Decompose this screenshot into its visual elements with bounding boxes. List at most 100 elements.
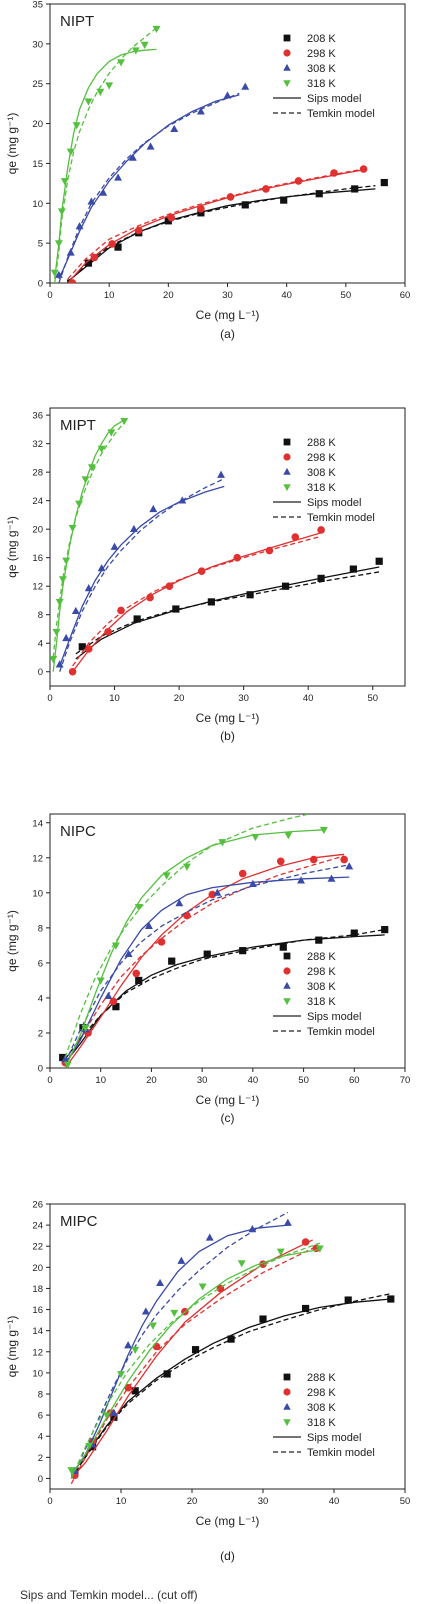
y-tick-label: 10: [32, 888, 43, 899]
data-point: [60, 178, 69, 186]
data-point: [262, 185, 270, 193]
data-point: [381, 926, 389, 934]
data-point: [96, 88, 105, 97]
data-point: [165, 582, 174, 591]
chart-panel-b: 0 10 20 30 40 50 0 4 8 12 16 20 24 28 32 36 Ce (mg L⁻¹) q…: [5, 407, 406, 743]
data-point: [162, 872, 171, 880]
data-point: [178, 496, 187, 504]
y-tick-label: 0: [38, 1064, 43, 1075]
data-point: [198, 1283, 207, 1291]
data-point: [62, 633, 71, 642]
data-point: [99, 188, 108, 196]
data-point: [71, 606, 80, 615]
x-tick-label: 0: [47, 1496, 52, 1507]
legend-label: 308 K: [307, 1402, 336, 1414]
data-point: [251, 833, 260, 842]
data-point: [301, 1238, 310, 1246]
data-point: [78, 643, 86, 651]
x-tick-label: 40: [329, 1496, 340, 1507]
data-point: [168, 957, 176, 965]
data-point: [309, 855, 318, 864]
sips-fit-line: [59, 485, 225, 667]
temkin-fit-line: [67, 185, 376, 283]
temkin-fit-line: [52, 421, 125, 658]
data-point: [226, 193, 235, 201]
data-point: [152, 1342, 161, 1351]
y-tick-label: 16: [32, 1305, 43, 1316]
legend-marker: [283, 63, 291, 71]
data-point: [156, 1278, 165, 1287]
data-point: [327, 874, 336, 882]
data-point: [131, 1387, 139, 1395]
temkin-fit-line: [64, 928, 385, 1060]
x-tick-label: 30: [222, 290, 233, 301]
sips-fit-line: [67, 188, 376, 282]
y-tick-label: 14: [32, 1326, 43, 1337]
legend-marker: [283, 484, 291, 492]
legend-label: Temkin model: [307, 1447, 375, 1459]
y-tick-label: 22: [32, 1242, 43, 1253]
sips-fit-line: [64, 853, 345, 1068]
legend-label: 318 K: [307, 996, 336, 1008]
y-tick-label: 16: [32, 553, 43, 564]
data-point: [117, 59, 125, 67]
legend-label: Temkin model: [307, 1026, 375, 1038]
data-point: [57, 208, 66, 216]
data-point: [302, 1304, 310, 1313]
y-tick-label: 35: [32, 0, 43, 11]
data-point: [68, 667, 77, 676]
data-point: [281, 582, 290, 590]
data-point: [72, 122, 81, 130]
data-point: [108, 240, 116, 248]
data-point: [172, 605, 180, 613]
panel-caption: (d): [220, 1549, 235, 1563]
panel-caption: (c): [221, 1111, 235, 1125]
legend-label: 308 K: [307, 467, 336, 479]
data-point: [134, 226, 143, 235]
legend-label: 208 K: [307, 33, 336, 45]
legend-marker: [283, 1402, 291, 1410]
plot-frame: [49, 407, 406, 687]
temkin-fit-line: [70, 1242, 321, 1479]
data-point: [110, 542, 119, 550]
y-tick-label: 20: [32, 1263, 43, 1274]
y-tick-label: 28: [32, 468, 43, 479]
legend-marker: [283, 967, 291, 975]
x-tick-label: 20: [146, 1075, 157, 1086]
y-axis-label: qe (mg g⁻¹): [5, 910, 19, 972]
data-point: [315, 936, 323, 944]
data-point: [197, 567, 206, 576]
data-point: [146, 142, 155, 150]
data-point: [117, 1371, 125, 1379]
y-tick-label: 24: [32, 1221, 43, 1232]
data-point: [129, 524, 138, 533]
y-tick-label: 10: [32, 1368, 43, 1379]
legend-marker: [283, 453, 291, 461]
data-point: [124, 949, 133, 958]
x-tick-label: 20: [174, 693, 185, 704]
y-tick-label: 5: [38, 239, 43, 250]
sips-fit-line: [70, 1239, 313, 1479]
data-point: [90, 253, 99, 262]
y-tick-label: 8: [38, 1390, 43, 1401]
temkin-fit-line: [64, 864, 350, 1063]
data-point: [85, 1442, 94, 1451]
legend-label: Temkin model: [307, 512, 375, 524]
data-point: [170, 124, 179, 133]
data-point: [344, 1296, 352, 1304]
data-point: [128, 153, 137, 161]
plot-frame: [49, 813, 406, 1069]
y-tick-label: 0: [38, 1474, 43, 1485]
data-point: [237, 1260, 246, 1268]
plot-content: [50, 25, 388, 283]
data-point: [191, 1346, 200, 1354]
bottom-caption-text: Sips and Temkin model... (cut off): [20, 1588, 198, 1602]
y-tick-label: 18: [32, 1284, 43, 1295]
y-tick-label: 2: [38, 1453, 43, 1464]
x-tick-label: 50: [341, 290, 352, 301]
data-point: [140, 41, 149, 49]
temkin-fit-line: [58, 92, 240, 283]
legend-label: Sips model: [307, 1432, 361, 1444]
y-tick-label: 12: [32, 582, 43, 593]
